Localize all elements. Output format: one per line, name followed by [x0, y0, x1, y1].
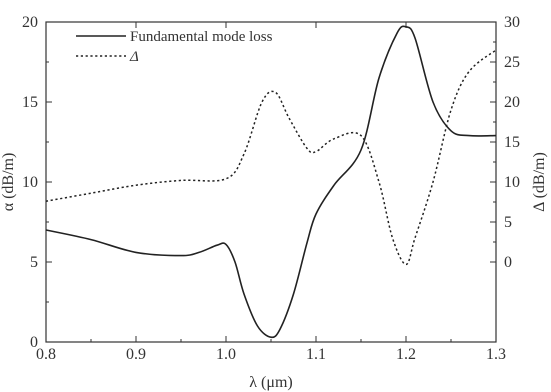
- x-tick-label: 0.8: [36, 346, 56, 363]
- y-left-tick-label: 20: [22, 14, 38, 31]
- y-left-tick-label: 15: [22, 94, 38, 111]
- x-tick-label: 0.9: [126, 346, 146, 363]
- y-left-axis-title: α (dB/m): [0, 153, 17, 212]
- y-right-tick-label: 15: [504, 134, 520, 151]
- y-left-tick-label: 10: [22, 174, 38, 191]
- x-tick-label: 1.3: [486, 346, 506, 363]
- y-left-tick-label: 5: [30, 254, 38, 271]
- x-axis-title: λ (μm): [249, 374, 292, 391]
- x-tick-label: 1.0: [216, 346, 236, 363]
- y-right-tick-label: 10: [504, 174, 520, 191]
- y-right-axis-title: Δ (dB/m): [531, 152, 548, 212]
- y-left-tick-label: 0: [30, 334, 38, 351]
- plot-frame: [45, 21, 497, 343]
- series-line-delta: [45, 49, 497, 266]
- y-right-tick-label: 30: [504, 14, 520, 31]
- legend-label: Δ: [129, 49, 139, 65]
- series-line-fundamental-mode-loss: [45, 25, 497, 339]
- legend-label: Fundamental mode loss: [130, 29, 273, 45]
- x-tick-label: 1.1: [306, 346, 326, 363]
- y-right-tick-label: 25: [504, 54, 520, 71]
- x-tick-label: 1.2: [396, 346, 416, 363]
- y-right-tick-label: 5: [504, 214, 512, 231]
- y-right-tick-label: 20: [504, 94, 520, 111]
- y-right-tick-label: 0: [504, 254, 512, 271]
